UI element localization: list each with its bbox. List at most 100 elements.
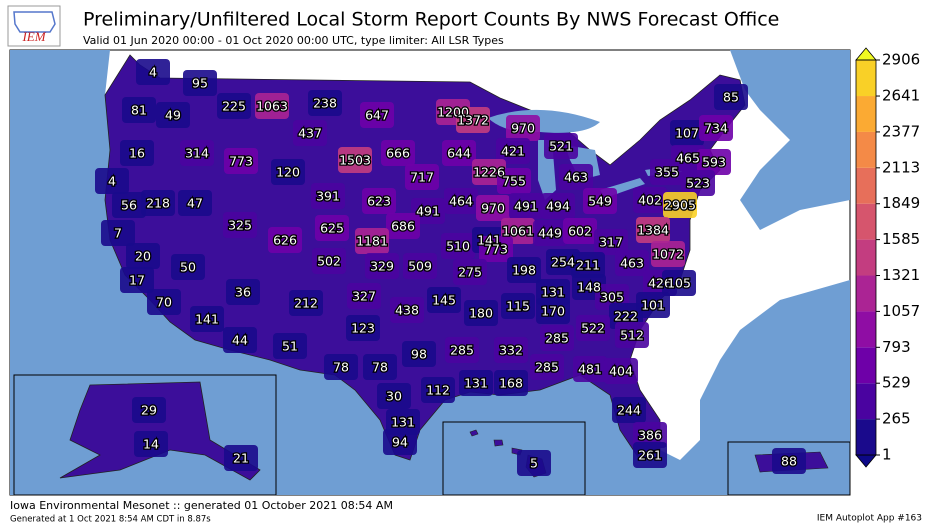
- logo-outline: [13, 11, 56, 33]
- office-count: 773: [484, 242, 508, 257]
- office-region: [405, 164, 439, 190]
- office-count: 51: [282, 339, 298, 354]
- office-count: 98: [411, 347, 427, 362]
- office-count: 285: [535, 360, 559, 375]
- office-count: 647: [365, 108, 389, 123]
- office-count: 666: [386, 146, 410, 161]
- office-count: 1372: [457, 113, 489, 128]
- office-count: 491: [416, 204, 440, 219]
- office-count: 1072: [652, 247, 684, 262]
- office-region: [312, 248, 346, 274]
- office-count: 625: [320, 221, 344, 236]
- office-region: [217, 93, 251, 119]
- office-count: 602: [568, 224, 592, 239]
- office-count: 115: [506, 299, 530, 314]
- office-region: [699, 115, 733, 141]
- office-count: 491: [514, 199, 538, 214]
- office-count: 120: [276, 165, 300, 180]
- office-count: 47: [187, 196, 203, 211]
- colorbar-bin: [856, 131, 876, 168]
- office-region: [362, 188, 396, 214]
- logo-text: IEM: [21, 29, 46, 44]
- office-count: 148: [577, 280, 601, 295]
- office-count: 261: [638, 448, 662, 463]
- office-region: [444, 188, 478, 214]
- office-region: [289, 290, 323, 316]
- office-region: [365, 253, 399, 279]
- office-region: [147, 289, 181, 315]
- office-region: [530, 354, 564, 380]
- office-region: [224, 445, 258, 471]
- office-count: 131: [541, 285, 565, 300]
- office-region: [604, 358, 638, 384]
- office-count: 4: [108, 174, 116, 189]
- office-count: 1200: [437, 105, 469, 120]
- office-count: 56: [121, 198, 137, 213]
- office-region: [594, 229, 628, 255]
- office-count: 70: [156, 295, 172, 310]
- office-count: 222: [614, 309, 638, 324]
- office-count: 437: [298, 126, 322, 141]
- office-count: 85: [723, 90, 739, 105]
- office-count: 131: [464, 376, 488, 391]
- office-count: 5: [530, 456, 538, 471]
- office-count: 549: [588, 194, 612, 209]
- office-region: [293, 120, 327, 146]
- office-region: [427, 287, 461, 313]
- colorbar-tick-label: 793: [882, 338, 911, 356]
- office-region: [651, 241, 685, 267]
- office-count: 521: [549, 139, 573, 154]
- office-count: 170: [541, 304, 565, 319]
- office-count: 1384: [637, 223, 669, 238]
- office-count: 438: [395, 303, 419, 318]
- office-count: 145: [432, 293, 456, 308]
- office-count: 773: [229, 154, 253, 169]
- office-region: [540, 325, 574, 351]
- office-region: [453, 259, 487, 285]
- office-count: 449: [538, 226, 562, 241]
- office-region: [496, 138, 530, 164]
- office-region: [541, 193, 575, 219]
- office-count: 686: [391, 219, 415, 234]
- office-count: 510: [446, 239, 470, 254]
- office-count: 131: [391, 415, 415, 430]
- office-region: [178, 190, 212, 216]
- office-region: [670, 120, 704, 146]
- footer-generated: Generated at 1 Oct 2021 8:54 AM CDT in 8…: [10, 515, 211, 524]
- colorbar-bin: [856, 60, 876, 97]
- office-region: [563, 218, 597, 244]
- office-count: 402: [638, 193, 662, 208]
- office-region: [662, 270, 696, 296]
- office-count: 105: [667, 276, 691, 291]
- office-region: [112, 192, 146, 218]
- office-region: [464, 300, 498, 326]
- colorbar-tick-label: 1585: [882, 230, 920, 248]
- office-region: [271, 159, 305, 185]
- office-region: [456, 107, 490, 133]
- office-count: 329: [370, 259, 394, 274]
- office-region: [390, 297, 424, 323]
- office-region: [612, 397, 646, 423]
- logo: IEM: [7, 5, 61, 47]
- colorbar-bin: [856, 383, 876, 420]
- office-count: 254: [551, 255, 575, 270]
- office-region: [507, 257, 541, 283]
- office-count: 238: [313, 96, 337, 111]
- office-count: 391: [316, 189, 340, 204]
- office-region: [171, 254, 205, 280]
- office-count: 16: [129, 146, 145, 161]
- colorbar-tick-label: 1: [882, 446, 892, 464]
- office-count: 94: [392, 435, 408, 450]
- office-count: 4: [149, 65, 157, 80]
- office-region: [226, 279, 260, 305]
- office-count: 317: [599, 235, 623, 250]
- office-count: 21: [233, 451, 249, 466]
- office-count: 523: [686, 176, 710, 191]
- colorbar-bin: [856, 419, 876, 455]
- office-region: [476, 195, 510, 221]
- colorbar-tick-label: 1057: [882, 302, 920, 320]
- office-region: [506, 115, 540, 141]
- office-count: 244: [617, 403, 641, 418]
- region-blobs: [95, 59, 806, 476]
